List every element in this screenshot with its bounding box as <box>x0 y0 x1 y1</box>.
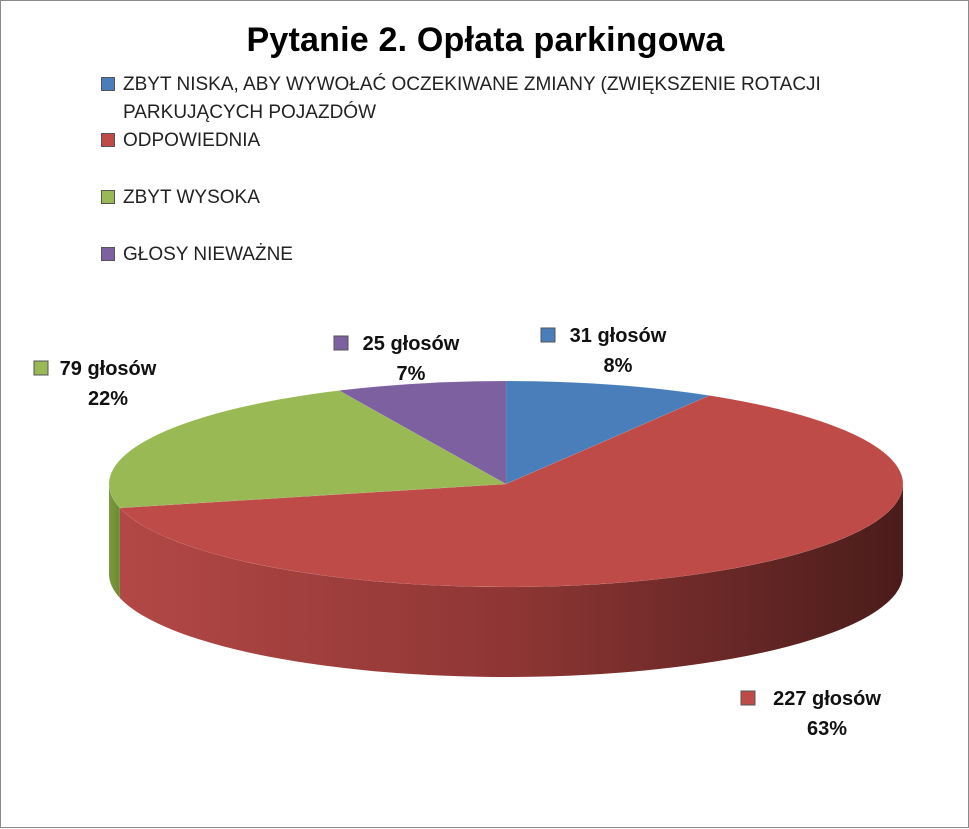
legend-swatch-purple <box>101 247 115 261</box>
legend-label-continued: PARKUJĄCYCH POJAZDÓW <box>123 102 377 123</box>
data-label-swatch <box>33 360 49 376</box>
pie-slice-0 <box>505 380 711 485</box>
data-label-2: 79 głosów 22% <box>33 358 157 410</box>
data-label-count: 227 głosów <box>773 688 881 710</box>
pie-slice-1 <box>119 395 904 588</box>
data-label-3: 25 głosów 7% <box>333 333 460 385</box>
pie-top <box>108 380 904 588</box>
chart-title: Pytanie 2. Opłata parkingowa <box>246 21 725 59</box>
data-label-swatch <box>540 327 556 343</box>
data-label-swatch <box>740 690 756 706</box>
data-label-count: 25 głosów <box>363 333 460 355</box>
legend-swatch-red <box>101 133 115 147</box>
legend-label: ZBYT NISKA, ABY WYWOŁAĆ OCZEKIWANE ZMIAN… <box>123 74 821 95</box>
data-label-count: 79 głosów <box>60 358 157 380</box>
pie-side-1 <box>119 485 903 678</box>
data-label-0: 31 głosów 8% <box>540 325 667 377</box>
data-label-percent: 63% <box>807 718 847 740</box>
pie-side-2 <box>109 484 120 598</box>
pie-slice-2 <box>108 390 507 509</box>
legend: ZBYT NISKA, ABY WYWOŁAĆ OCZEKIWANE ZMIAN… <box>101 71 921 269</box>
legend-item-zbyt-wysoka: ZBYT WYSOKA <box>101 184 921 212</box>
legend-label: ODPOWIEDNIA <box>123 130 261 151</box>
data-label-percent: 22% <box>88 388 128 410</box>
data-label-percent: 8% <box>604 355 633 377</box>
legend-swatch-green <box>101 190 115 204</box>
data-label-swatch <box>333 335 349 351</box>
pie-sides <box>109 484 903 678</box>
pie-data-labels: 31 głosów 8% 227 głosów 63% 79 głosów 22% 25 g… <box>33 325 881 740</box>
data-label-percent: 7% <box>397 363 426 385</box>
legend-label: ZBYT WYSOKA <box>123 187 260 208</box>
legend-item-odpowiednia: ODPOWIEDNIA <box>101 127 921 155</box>
data-label-count: 31 głosów <box>570 325 667 347</box>
legend-item-zbyt-niska: ZBYT NISKA, ABY WYWOŁAĆ OCZEKIWANE ZMIAN… <box>101 71 921 127</box>
legend-label: GŁOSY NIEWAŻNE <box>123 244 293 265</box>
data-label-1: 227 głosów 63% <box>740 688 881 740</box>
legend-swatch-blue <box>101 77 115 91</box>
pie-slice-3 <box>338 380 507 485</box>
legend-item-glosy-niewazne: GŁOSY NIEWAŻNE <box>101 241 921 269</box>
